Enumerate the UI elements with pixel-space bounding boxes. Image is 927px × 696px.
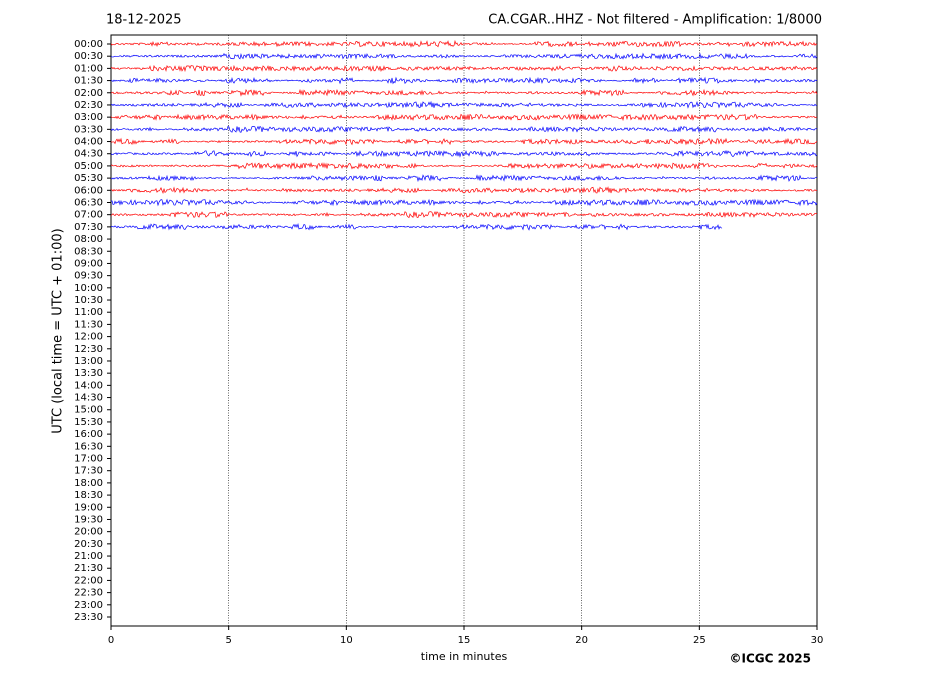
x-tick-label: 25	[693, 635, 706, 646]
y-tick-label: 22:30	[74, 588, 103, 599]
y-tick-label: 08:30	[74, 246, 103, 257]
y-tick-label: 18:00	[74, 478, 103, 489]
y-tick-label: 05:00	[74, 161, 103, 172]
trace	[110, 39, 818, 48]
y-tick-label: 13:00	[74, 356, 103, 367]
x-axis-label: time in minutes	[421, 650, 508, 663]
y-tick-label: 07:30	[74, 222, 103, 233]
y-tick-label: 08:00	[74, 234, 103, 245]
y-tick-label: 20:00	[74, 527, 103, 538]
y-axis-label: UTC (local time = UTC + 01:00)	[51, 228, 66, 433]
y-tick-label: 01:00	[74, 63, 103, 74]
trace	[110, 137, 818, 146]
x-tick-label: 0	[108, 635, 114, 646]
trace	[110, 211, 818, 219]
trace	[110, 88, 818, 97]
trace	[110, 162, 818, 170]
y-tick-label: 05:30	[74, 173, 103, 184]
y-tick-label: 22:00	[74, 575, 103, 586]
chart-title: CA.CGAR..HHZ - Not filtered - Amplificat…	[488, 13, 822, 28]
y-tick-label: 03:30	[74, 124, 103, 135]
y-tick-label: 15:00	[74, 405, 103, 416]
trace	[110, 76, 818, 85]
trace	[110, 174, 818, 183]
x-tick-label: 30	[811, 635, 824, 646]
x-tick-label: 10	[340, 635, 353, 646]
y-tick-label: 03:00	[74, 112, 103, 123]
trace	[110, 198, 818, 207]
y-tick-label: 19:30	[74, 514, 103, 525]
date-label: 18-12-2025	[106, 13, 182, 28]
trace	[110, 100, 818, 109]
y-tick-label: 02:00	[74, 88, 103, 99]
trace	[110, 125, 818, 134]
y-tick-label: 12:30	[74, 344, 103, 355]
trace	[110, 186, 818, 195]
y-tick-label: 09:00	[74, 258, 103, 269]
y-tick-label: 09:30	[74, 271, 103, 282]
y-tick-label: 12:00	[74, 332, 103, 343]
y-tick-label: 17:30	[74, 466, 103, 477]
y-tick-label: 01:30	[74, 76, 103, 87]
y-tick-label: 23:00	[74, 600, 103, 611]
y-tick-label: 11:30	[74, 319, 103, 330]
y-tick-label: 14:00	[74, 380, 103, 391]
credit: ©ICGC 2025	[729, 652, 811, 666]
y-tick-label: 00:00	[74, 39, 103, 50]
x-tick-label: 20	[575, 635, 588, 646]
trace	[110, 52, 818, 60]
y-tick-label: 23:30	[74, 612, 103, 623]
y-tick-label: 16:30	[74, 441, 103, 452]
trace	[110, 64, 818, 73]
x-tick-label: 15	[458, 635, 471, 646]
trace	[110, 149, 818, 158]
y-tick-label: 06:00	[74, 185, 103, 196]
y-tick-label: 17:00	[74, 454, 103, 465]
y-tick-label: 15:30	[74, 417, 103, 428]
y-tick-label: 14:30	[74, 393, 103, 404]
y-tick-label: 20:30	[74, 539, 103, 550]
y-tick-label: 21:30	[74, 563, 103, 574]
y-tick-label: 10:00	[74, 283, 103, 294]
y-tick-label: 19:00	[74, 502, 103, 513]
trace	[110, 223, 723, 231]
y-tick-label: 16:00	[74, 429, 103, 440]
x-tick-label: 5	[225, 635, 231, 646]
y-tick-label: 04:30	[74, 149, 103, 160]
y-tick-label: 10:30	[74, 295, 103, 306]
y-tick-label: 07:00	[74, 210, 103, 221]
y-tick-label: 11:00	[74, 307, 103, 318]
y-tick-label: 00:30	[74, 51, 103, 62]
y-tick-label: 04:00	[74, 137, 103, 148]
y-tick-label: 02:30	[74, 100, 103, 111]
y-tick-label: 21:00	[74, 551, 103, 562]
y-tick-label: 06:30	[74, 197, 103, 208]
y-tick-label: 13:30	[74, 368, 103, 379]
trace	[110, 113, 818, 122]
y-tick-label: 18:30	[74, 490, 103, 501]
